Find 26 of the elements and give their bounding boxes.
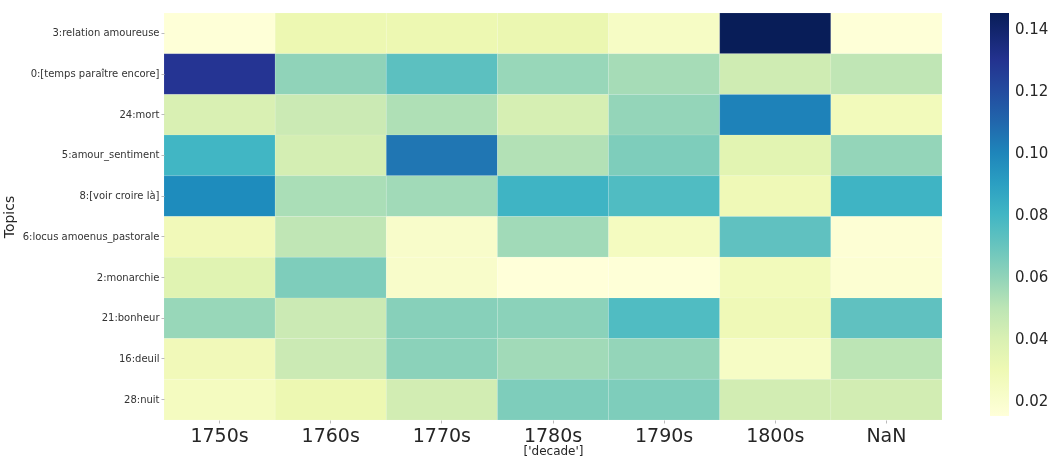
- color-bar-label: 0.12: [1015, 81, 1049, 100]
- y-tick-label: 24:mort: [119, 108, 160, 120]
- y-tick-label: 21:bonheur: [101, 312, 161, 324]
- color-bar-label: 0.08: [1015, 205, 1049, 224]
- y-tick-label: 3:relation amoureuse: [52, 27, 160, 39]
- x-tick-label: 1750s: [190, 423, 249, 446]
- x-tick-label: 1770s: [412, 423, 471, 446]
- y-axis-title: Topics: [0, 195, 17, 240]
- y-tick-label: 6:locus amoenus_pastorale: [22, 230, 160, 243]
- x-tick-label: 1760s: [301, 423, 360, 446]
- x-axis-title: ['decade']: [523, 443, 584, 458]
- y-tick-label: 28:nuit: [124, 393, 160, 405]
- color-bar-label: 0.02: [1015, 391, 1049, 410]
- color-bar-label: 0.04: [1015, 329, 1049, 348]
- x-tick-label: 1780s: [523, 423, 583, 446]
- y-tick-label: 5:amour_sentiment: [61, 149, 160, 162]
- color-bar-label: 0.14: [1015, 19, 1049, 38]
- y-tick-label: 16:deuil: [119, 352, 160, 364]
- y-tick-label: 0:[temps paraître encore]: [30, 68, 160, 80]
- y-tick-label: 8:[voir croire là]: [79, 190, 160, 202]
- color-bar-label: 0.06: [1015, 267, 1049, 286]
- color-bar-label: 0.10: [1015, 143, 1049, 162]
- x-tick-label: NaN: [866, 423, 907, 446]
- y-tick-label: 2:monarchie: [96, 271, 160, 283]
- x-tick-label: 1790s: [635, 423, 694, 446]
- x-tick-label: 1800s: [746, 423, 805, 446]
